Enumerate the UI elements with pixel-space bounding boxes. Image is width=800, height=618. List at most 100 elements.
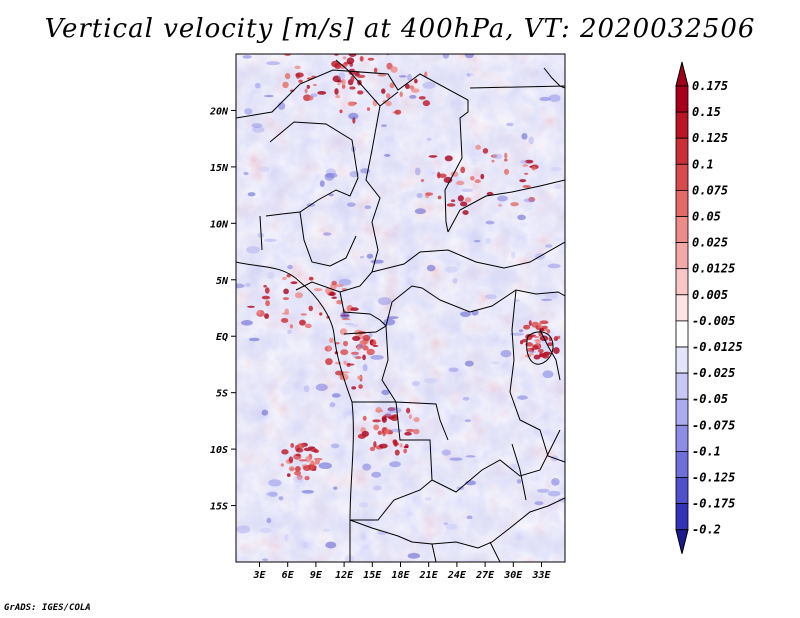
field-patch bbox=[424, 497, 432, 501]
field-patch bbox=[323, 232, 332, 236]
field-patch bbox=[413, 417, 420, 423]
field-patch bbox=[509, 463, 518, 470]
field-patch bbox=[404, 431, 412, 436]
field-patch bbox=[352, 335, 361, 342]
colorbar-swatch bbox=[675, 268, 689, 296]
field-patch bbox=[357, 433, 366, 439]
field-patch bbox=[303, 385, 310, 393]
lon-tick-label: 27E bbox=[475, 570, 495, 581]
field-patch bbox=[531, 166, 536, 171]
field-patch bbox=[411, 88, 420, 93]
field-patch bbox=[357, 344, 364, 349]
field-patch bbox=[259, 528, 272, 534]
field-patch bbox=[347, 363, 355, 366]
lon-tick-label: 12E bbox=[335, 570, 354, 581]
field-patch bbox=[368, 332, 373, 338]
field-patch bbox=[338, 72, 346, 80]
field-patch bbox=[370, 354, 384, 360]
field-patch bbox=[303, 447, 312, 452]
field-patch bbox=[265, 300, 270, 307]
lon-tick-label: 33E bbox=[531, 570, 551, 581]
field-patch bbox=[465, 455, 476, 458]
field-patch bbox=[315, 383, 328, 392]
field-patch bbox=[431, 171, 436, 175]
latitude-axis: 20N 15N 10N 5N EQ 5S 10S 15S bbox=[209, 106, 236, 513]
colorbar-swatch bbox=[675, 111, 689, 139]
colorbar-swatch bbox=[675, 503, 689, 531]
field-patch bbox=[484, 294, 497, 300]
field-patch bbox=[460, 166, 466, 174]
field-patch bbox=[517, 214, 526, 221]
field-patch bbox=[390, 428, 403, 433]
field-patch bbox=[517, 395, 528, 400]
field-patch bbox=[445, 523, 458, 530]
field-patch bbox=[281, 312, 290, 315]
colorbar-swatch bbox=[675, 424, 689, 452]
field-patch bbox=[286, 473, 291, 477]
lon-tick-label: 9E bbox=[310, 570, 323, 581]
field-patch bbox=[506, 122, 514, 127]
field-patch bbox=[386, 93, 391, 99]
colorbar-swatch bbox=[675, 242, 689, 270]
field-patch bbox=[366, 253, 374, 259]
field-patch bbox=[418, 96, 426, 100]
field-patch bbox=[533, 335, 540, 338]
field-patch bbox=[528, 136, 534, 145]
field-patch bbox=[246, 305, 256, 308]
field-patch bbox=[348, 324, 359, 328]
field-patch bbox=[422, 81, 436, 89]
colorbar-level-label: 0.175 bbox=[692, 79, 728, 93]
field-patch bbox=[386, 316, 399, 320]
colorbar-level-label: 0.05 bbox=[692, 210, 721, 224]
grads-credit: GrADS: IGES/COLA bbox=[4, 603, 91, 613]
colorbar-level-label: 0.15 bbox=[692, 105, 721, 119]
field-patch bbox=[289, 467, 295, 471]
field-patch bbox=[244, 108, 253, 115]
field-patch bbox=[334, 361, 342, 365]
field-patch bbox=[280, 317, 289, 323]
country-borders bbox=[236, 59, 565, 562]
field-patch bbox=[306, 49, 313, 52]
field-patch bbox=[466, 515, 473, 520]
field-patch bbox=[539, 327, 545, 332]
field-patch bbox=[407, 73, 412, 81]
field-patch bbox=[288, 456, 294, 464]
field-patch bbox=[497, 195, 508, 202]
lon-tick-label: 3E bbox=[252, 570, 266, 581]
field-patch bbox=[424, 71, 428, 78]
field-patch bbox=[443, 176, 453, 184]
colorbar-level-label: -0.125 bbox=[692, 471, 735, 485]
field-patch bbox=[282, 81, 289, 89]
field-patch bbox=[446, 203, 456, 207]
field-patch bbox=[346, 57, 355, 64]
field-patch bbox=[357, 375, 363, 380]
field-patch bbox=[398, 75, 407, 78]
field-patch bbox=[403, 445, 409, 449]
field-patch bbox=[303, 94, 312, 102]
field-patch bbox=[325, 541, 337, 549]
field-patch bbox=[438, 173, 447, 179]
field-patch bbox=[358, 384, 363, 389]
field-patch bbox=[420, 179, 425, 182]
field-patch bbox=[532, 344, 539, 350]
field-patch bbox=[522, 185, 531, 188]
field-patch bbox=[299, 319, 306, 326]
colorbar: 0.175 0.15 0.125 0.1 0.075 0.05 0.025 0.0125 0.0… bbox=[675, 61, 743, 554]
field-patch bbox=[503, 168, 510, 175]
lat-tick-label: 15S bbox=[210, 502, 228, 513]
field-patch bbox=[547, 490, 561, 497]
field-patch bbox=[297, 443, 305, 449]
field-patch bbox=[339, 109, 343, 114]
lat-tick-label: EQ bbox=[216, 332, 228, 343]
colorbar-swatch bbox=[675, 189, 689, 217]
field-patch bbox=[261, 409, 269, 416]
field-patch bbox=[385, 100, 392, 107]
lon-tick-label: 18E bbox=[391, 570, 410, 581]
field-patch bbox=[377, 297, 392, 306]
field-patch bbox=[307, 40, 316, 47]
colorbar-level-label: -0.175 bbox=[692, 497, 735, 511]
field-patch bbox=[286, 273, 291, 278]
field-patch bbox=[542, 370, 554, 379]
field-patch bbox=[310, 447, 318, 453]
field-patch bbox=[356, 74, 366, 78]
